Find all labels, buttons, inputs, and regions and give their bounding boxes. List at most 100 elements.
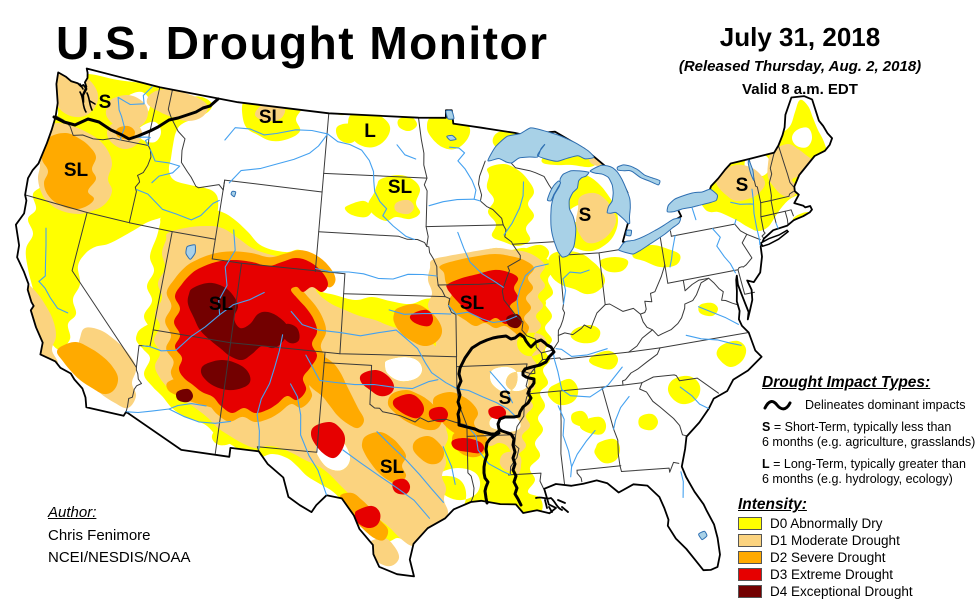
intensity-heading: Intensity: [738, 496, 807, 513]
lake-yellowstonelake [230, 190, 237, 198]
intensity-item-d4: D4 Exceptional Drought [738, 584, 913, 599]
release-date: (Released Thursday, Aug. 2, 2018) [678, 58, 922, 75]
river [449, 146, 481, 202]
state-border [557, 255, 566, 336]
drought-area-d3 [488, 405, 507, 420]
river [457, 231, 504, 288]
state-border [224, 179, 323, 193]
river [613, 395, 630, 430]
state-border [222, 179, 226, 191]
river [557, 405, 573, 468]
impact-label: S [499, 388, 512, 409]
lake-redlake [446, 134, 457, 141]
impact-legend-heading: Drought Impact Types: [762, 374, 931, 391]
river [466, 424, 511, 476]
river [396, 144, 417, 160]
impact-label: S [99, 92, 112, 113]
river [428, 198, 475, 207]
drought-area-d0 [594, 438, 621, 464]
state-border [576, 469, 583, 483]
state-border [323, 362, 373, 405]
river [669, 235, 676, 268]
state-border [621, 461, 680, 473]
state-border [540, 264, 666, 354]
long-term-symbol: L [762, 457, 770, 471]
river [144, 137, 151, 147]
state-border [369, 403, 468, 426]
drought-area-d2 [412, 435, 445, 465]
state-border [211, 179, 226, 260]
drought-area-d0 [397, 116, 418, 132]
drought-area-d0 [486, 163, 535, 247]
intensity-label: D4 Exceptional Drought [770, 584, 913, 599]
delineates-label: Delineates dominant impacts [805, 398, 966, 412]
drought-area-d0 [570, 324, 601, 344]
state-border [24, 194, 216, 240]
river [489, 371, 514, 404]
state-border [318, 231, 428, 247]
impact-label: SL [460, 293, 485, 314]
intensity-item-d0: D0 Abnormally Dry [738, 516, 913, 531]
river [224, 127, 416, 241]
drought-area-d3 [359, 369, 395, 397]
state-border [456, 363, 536, 375]
lake-saltlake [185, 244, 196, 260]
river [290, 310, 516, 417]
river [342, 449, 431, 519]
river [711, 228, 736, 274]
drought-area-d0 [136, 323, 159, 351]
state-border [343, 293, 446, 298]
drought-area-d3 [311, 421, 346, 459]
state-border [559, 391, 565, 485]
river [376, 431, 444, 503]
river [680, 471, 684, 499]
lake-champlain [747, 159, 755, 182]
state-border [211, 258, 346, 275]
short-term-symbol: S [762, 420, 771, 434]
state-border [444, 296, 458, 357]
intensity-label: D3 Extreme Drought [770, 567, 894, 582]
state-border [508, 472, 545, 490]
state-border [214, 262, 242, 456]
state-border [664, 264, 669, 284]
state-border [323, 172, 428, 179]
intensity-legend: Intensity: D0 Abnormally Dry D1 Moderate… [738, 496, 913, 599]
impact-label: SL [64, 160, 89, 181]
page-title: U.S. Drought Monitor [56, 17, 549, 69]
lake-michigan [550, 170, 590, 258]
river [136, 189, 220, 221]
lake-greenbay [546, 180, 562, 202]
state-border [760, 210, 786, 218]
state-border [622, 382, 643, 386]
state-border [601, 387, 622, 472]
river [38, 280, 69, 314]
state-border [339, 273, 346, 355]
state-border [598, 252, 606, 306]
river [685, 334, 742, 346]
state-border [512, 241, 555, 245]
drought-area-d3 [392, 393, 425, 419]
state-border [576, 465, 622, 471]
rivers [38, 86, 779, 519]
drought-area-d4 [175, 388, 193, 403]
state-border [167, 89, 224, 191]
river [775, 222, 779, 230]
state-border [323, 352, 326, 364]
author-name: Chris Fenimore [48, 527, 151, 544]
river [447, 304, 518, 324]
author-agency: NCEI/NESDIS/NOAA [48, 549, 191, 566]
state-border [784, 210, 789, 225]
river [734, 218, 737, 225]
impact-delineation-line [482, 431, 501, 505]
impact-delineation-line [52, 97, 220, 141]
drought-area-d0 [599, 257, 629, 273]
delta-squiggle [535, 496, 569, 513]
river [552, 349, 623, 398]
state-border [128, 145, 152, 224]
river [315, 267, 438, 280]
state-border [622, 347, 661, 386]
river [289, 383, 328, 496]
state-border [669, 230, 672, 237]
